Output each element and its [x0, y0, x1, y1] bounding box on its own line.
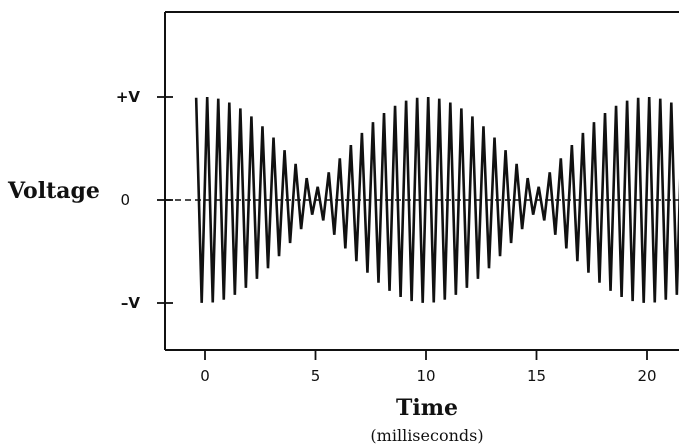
y-axis-title: Voltage	[7, 178, 100, 204]
x-tick-label: 20	[637, 367, 656, 385]
x-axis-title: Time	[396, 395, 458, 421]
plot-frame	[164, 11, 679, 351]
x-tick-label: 15	[527, 367, 546, 385]
x-tick-label: 0	[200, 367, 210, 385]
x-tick-label: 5	[311, 367, 321, 385]
y-tick-label: +V	[116, 88, 141, 106]
x-tick-label: 10	[416, 367, 435, 385]
x-axis-subtitle: (milliseconds)	[370, 426, 483, 445]
y-tick-label: –V	[121, 294, 141, 312]
beat-waveform-series	[194, 97, 679, 303]
y-tick-label: 0	[120, 191, 130, 209]
